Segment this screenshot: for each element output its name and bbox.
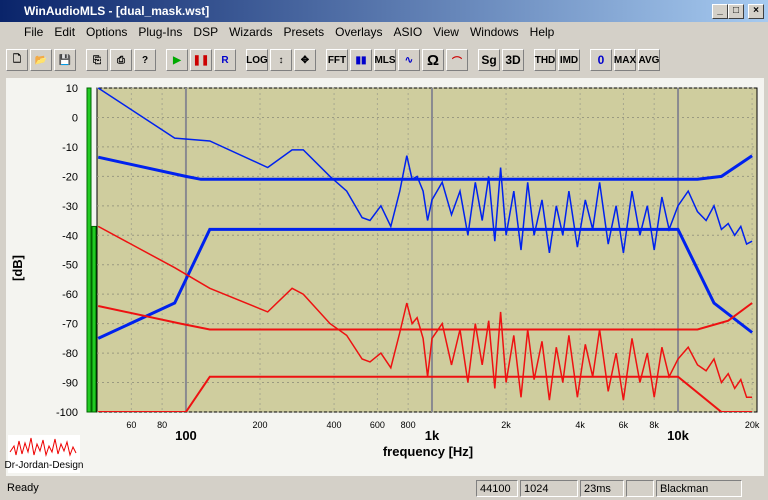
menu-item[interactable]: Edit xyxy=(54,25,76,39)
chart: Dr-Jordan-Design 100-10-20-30-40-50-60-7… xyxy=(5,78,764,476)
copy-button[interactable]: ⎘ xyxy=(86,49,108,71)
menu-item[interactable]: DSP xyxy=(193,25,219,39)
x-tick-label: 4k xyxy=(575,420,585,430)
x-tick-label: 8k xyxy=(649,420,659,430)
status-bar: Ready 44100 1024 23ms Blackman xyxy=(0,477,768,500)
y-tick-label: 10 xyxy=(66,83,78,95)
plot-area xyxy=(96,87,758,413)
curve xyxy=(97,87,753,254)
menu-item[interactable]: Wizards xyxy=(229,25,273,39)
x-tick-label: 200 xyxy=(252,420,267,430)
x-tick-label: 80 xyxy=(157,420,167,430)
menu-item[interactable]: Presets xyxy=(283,25,325,39)
mls-button[interactable]: MLS xyxy=(374,49,396,71)
menu-item[interactable]: Overlays xyxy=(335,25,383,39)
record-button[interactable]: R xyxy=(214,49,236,71)
play-button[interactable]: ▶ xyxy=(166,49,188,71)
status-empty xyxy=(626,480,654,497)
curve xyxy=(97,154,753,181)
level-meter xyxy=(86,87,92,413)
status-samplerate: 44100 xyxy=(476,480,518,497)
x-tick-label: 20k xyxy=(745,420,760,430)
y-tick-label: -20 xyxy=(62,171,78,183)
y-tick-label: -80 xyxy=(62,348,78,360)
max-button[interactable]: MAX xyxy=(614,49,636,71)
thd-button[interactable]: THD xyxy=(534,49,556,71)
x-tick-label: 1k xyxy=(425,428,440,443)
y-tick-label: -30 xyxy=(62,201,78,213)
minimize-button[interactable]: _ xyxy=(712,4,728,19)
logo: Dr-Jordan-Design xyxy=(5,435,84,473)
menu-item[interactable]: ASIO xyxy=(393,25,423,39)
x-axis-label: frequency [Hz] xyxy=(383,444,473,459)
imd-button[interactable]: IMD xyxy=(558,49,580,71)
x-tick-label: 10k xyxy=(667,428,689,443)
y-tick-label: -70 xyxy=(62,319,78,331)
fft-button[interactable]: FFT xyxy=(326,49,348,71)
menu-item[interactable]: View xyxy=(433,25,459,39)
y-tick-label: -60 xyxy=(62,289,78,301)
y-tick-label: -100 xyxy=(56,407,78,419)
x-tick-label: 2k xyxy=(501,420,511,430)
wave-button[interactable]: ∿ xyxy=(398,49,420,71)
x-tick-label: 60 xyxy=(126,420,136,430)
y-tick-label: -90 xyxy=(62,378,78,390)
bars-button[interactable]: ▮▮ xyxy=(350,49,372,71)
log-button[interactable]: LOG xyxy=(246,49,268,71)
curve xyxy=(97,227,754,340)
maximize-button[interactable]: □ xyxy=(728,4,744,19)
menu-item[interactable]: Options xyxy=(86,25,128,39)
curve-button[interactable]: ⌒ xyxy=(446,49,468,71)
zero-button[interactable]: 0 xyxy=(590,49,612,71)
x-tick-label: 6k xyxy=(619,420,629,430)
menu-item[interactable]: Help xyxy=(529,25,555,39)
move-button[interactable]: ✥ xyxy=(294,49,316,71)
x-tick-label: 600 xyxy=(370,420,385,430)
logo-background xyxy=(8,435,80,473)
status-time: 23ms xyxy=(580,480,624,497)
y-tick-label: 0 xyxy=(72,112,78,124)
ohm-button[interactable]: Ω xyxy=(422,49,444,71)
x-tick-label: 800 xyxy=(401,420,416,430)
status-fft-size: 1024 xyxy=(520,480,578,497)
title-bar: WinAudioMLS - [dual_mask.wst] _ □ × xyxy=(0,0,768,22)
sg-button[interactable]: Sg xyxy=(478,49,500,71)
status-message: Ready xyxy=(7,482,39,494)
status-window: Blackman xyxy=(656,480,742,497)
curve xyxy=(98,375,753,412)
avg-button[interactable]: AVG xyxy=(638,49,660,71)
toolbar: 🗋 📂 💾 ⎘ ⎙ ? ▶ ❚❚ R LOG ↕ ✥ FFT ▮▮ MLS ∿ … xyxy=(6,45,764,75)
y-tick-label: -40 xyxy=(62,230,78,242)
zoom-y-button[interactable]: ↕ xyxy=(270,49,292,71)
y-tick-label: -50 xyxy=(62,260,78,272)
curve xyxy=(97,225,753,401)
x-tick-label: 400 xyxy=(327,420,342,430)
y-tick-label: -10 xyxy=(62,142,78,154)
menu-bar: File Edit Options Plug-Ins DSP Wizards Presets… xyxy=(0,22,768,42)
x-tick-label: 100 xyxy=(175,428,197,443)
menu-item[interactable]: File xyxy=(24,25,44,39)
logo-text: Dr-Jordan-Design xyxy=(5,460,84,471)
save-button[interactable]: 💾 xyxy=(54,49,76,71)
print-button[interactable]: ⎙ xyxy=(110,49,132,71)
help-button[interactable]: ? xyxy=(134,49,156,71)
3d-button[interactable]: 3D xyxy=(502,49,524,71)
close-button[interactable]: × xyxy=(748,4,764,19)
pause-button[interactable]: ❚❚ xyxy=(190,49,212,71)
window-title: WinAudioMLS - [dual_mask.wst] xyxy=(24,4,210,18)
menu-item[interactable]: Plug-Ins xyxy=(138,25,183,39)
logo-wave xyxy=(9,437,77,457)
y-axis-label: [dB] xyxy=(10,255,25,281)
level-meter xyxy=(91,225,97,413)
open-button[interactable]: 📂 xyxy=(30,49,52,71)
menu-item[interactable]: Windows xyxy=(469,25,519,39)
new-button[interactable]: 🗋 xyxy=(6,49,28,71)
curve xyxy=(97,302,753,331)
